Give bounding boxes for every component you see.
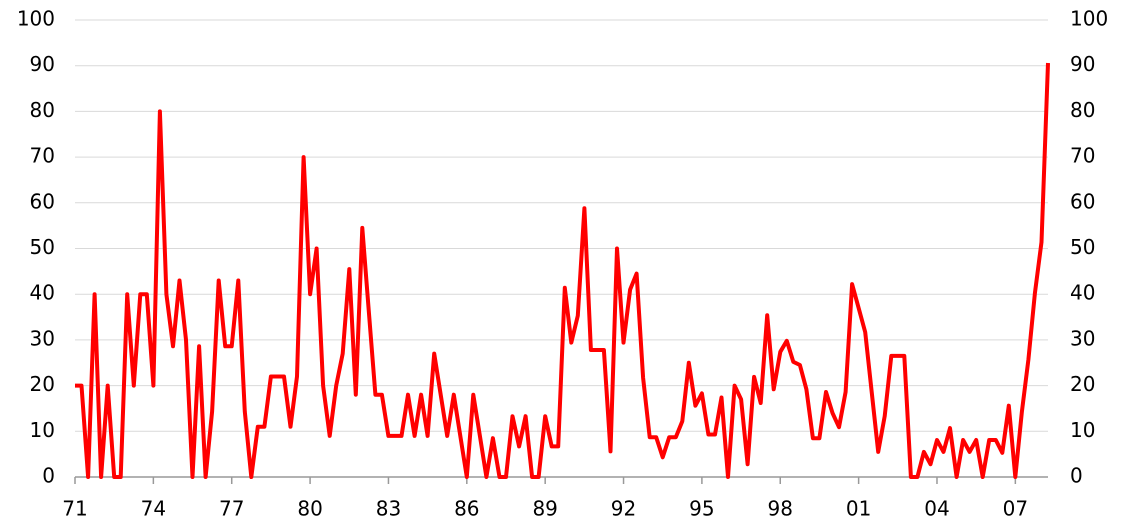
y-tick-label: 0 <box>42 464 55 488</box>
x-tick-label: 07 <box>1003 497 1028 521</box>
y-tick-label: 40 <box>30 281 55 305</box>
x-tick-label: 71 <box>62 497 87 521</box>
x-tick-label: 01 <box>846 497 871 521</box>
y2-tick-label: 0 <box>1070 464 1083 488</box>
y-tick-label: 20 <box>30 372 55 396</box>
y-tick-label: 70 <box>30 144 55 168</box>
y2-tick-label: 100 <box>1070 7 1108 31</box>
y2-tick-label: 60 <box>1070 189 1095 213</box>
y-tick-label: 80 <box>30 98 55 122</box>
x-tick-label: 89 <box>532 497 557 521</box>
y2-tick-label: 40 <box>1070 281 1095 305</box>
y2-tick-label: 80 <box>1070 98 1095 122</box>
y2-tick-label: 10 <box>1070 418 1095 442</box>
x-tick-label: 04 <box>924 497 949 521</box>
y2-tick-label: 20 <box>1070 372 1095 396</box>
y-tick-label: 100 <box>17 7 55 31</box>
x-tick-label: 74 <box>141 497 166 521</box>
x-tick-label: 98 <box>768 497 793 521</box>
y-tick-label: 10 <box>30 418 55 442</box>
x-tick-label: 80 <box>297 497 322 521</box>
line-series <box>75 62 1050 479</box>
x-tick-label: 77 <box>219 497 244 521</box>
y-tick-label: 50 <box>30 235 55 259</box>
x-tick-label: 95 <box>689 497 714 521</box>
y-tick-label: 30 <box>30 326 55 350</box>
y-tick-label: 60 <box>30 189 55 213</box>
y-tick-label: 90 <box>30 52 55 76</box>
y2-tick-label: 90 <box>1070 52 1095 76</box>
x-tick-label: 83 <box>376 497 401 521</box>
x-tick-label: 92 <box>611 497 636 521</box>
y2-tick-label: 30 <box>1070 326 1095 350</box>
y2-tick-label: 50 <box>1070 235 1095 259</box>
x-tick-label: 86 <box>454 497 479 521</box>
y2-tick-label: 70 <box>1070 144 1095 168</box>
